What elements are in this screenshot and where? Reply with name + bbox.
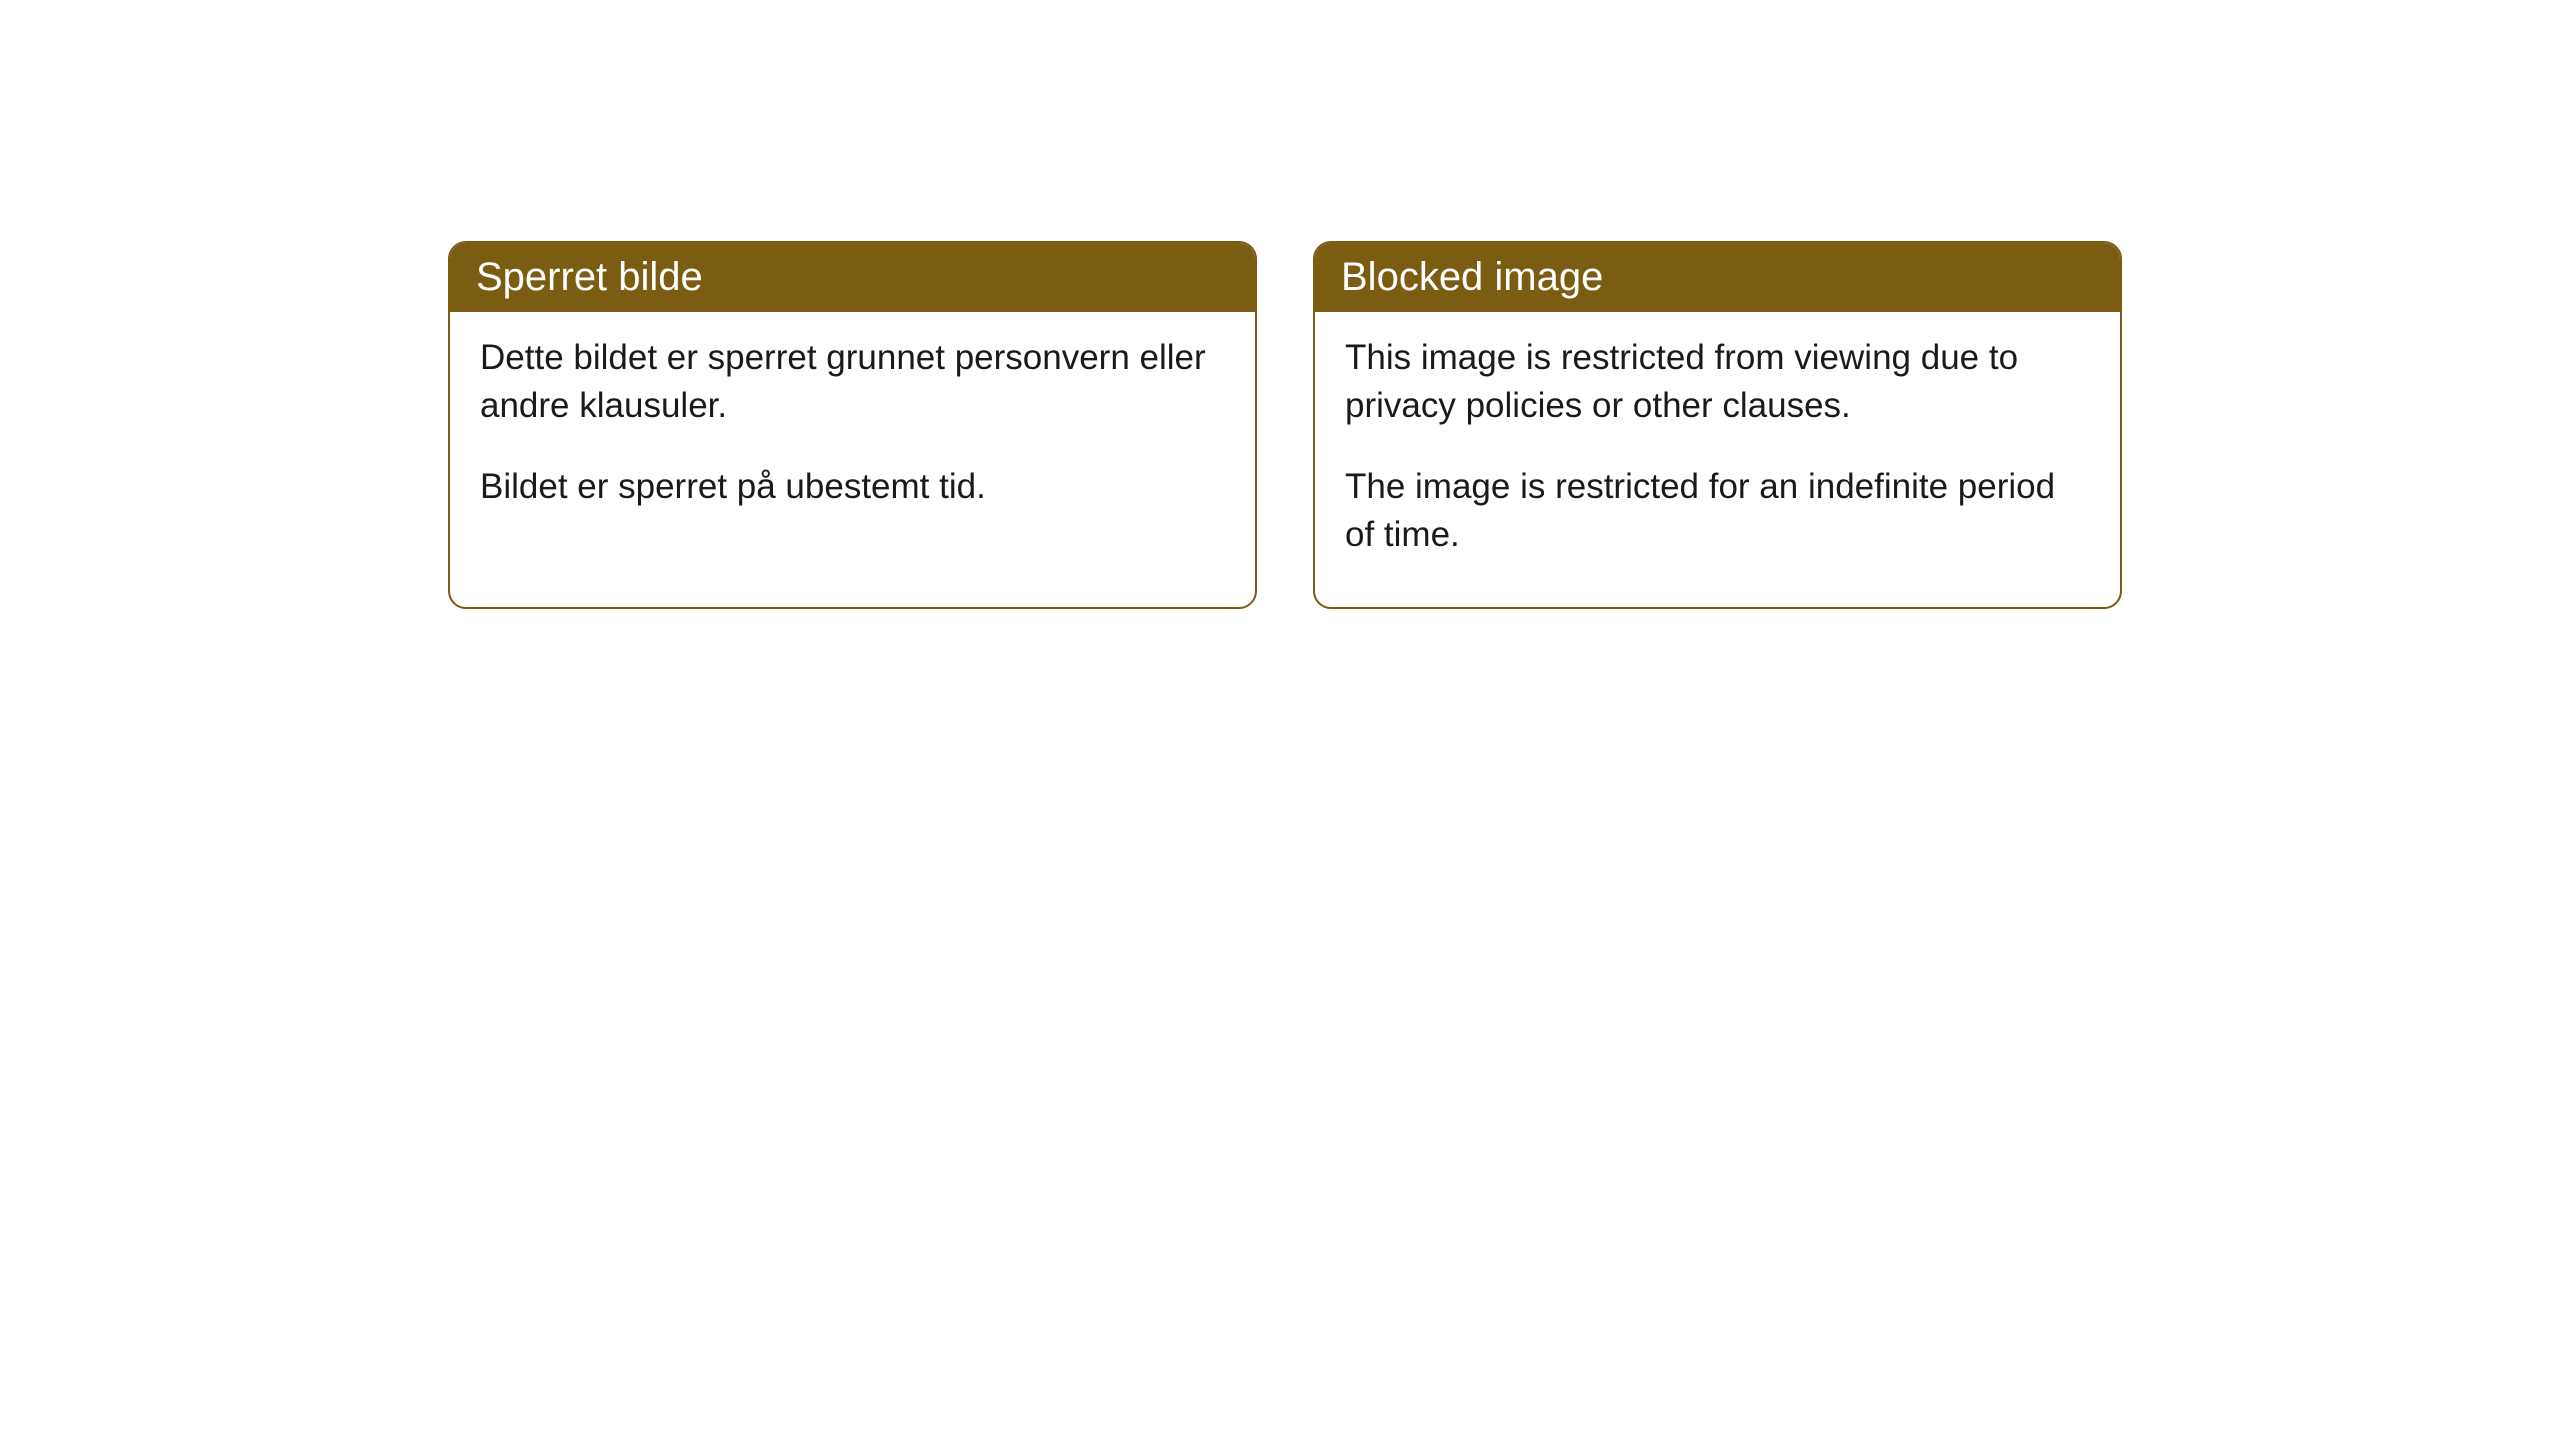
card-header: Sperret bilde xyxy=(450,243,1255,312)
blocked-image-card-norwegian: Sperret bilde Dette bildet er sperret gr… xyxy=(448,241,1257,609)
cards-container: Sperret bilde Dette bildet er sperret gr… xyxy=(0,0,2560,609)
blocked-image-card-english: Blocked image This image is restricted f… xyxy=(1313,241,2122,609)
card-paragraph-2: Bildet er sperret på ubestemt tid. xyxy=(480,463,1225,511)
card-paragraph-2: The image is restricted for an indefinit… xyxy=(1345,463,2090,560)
card-body: Dette bildet er sperret grunnet personve… xyxy=(450,312,1255,559)
card-title: Blocked image xyxy=(1341,255,1603,299)
card-paragraph-1: Dette bildet er sperret grunnet personve… xyxy=(480,334,1225,431)
card-title: Sperret bilde xyxy=(476,255,703,299)
card-paragraph-1: This image is restricted from viewing du… xyxy=(1345,334,2090,431)
card-body: This image is restricted from viewing du… xyxy=(1315,312,2120,607)
card-header: Blocked image xyxy=(1315,243,2120,312)
